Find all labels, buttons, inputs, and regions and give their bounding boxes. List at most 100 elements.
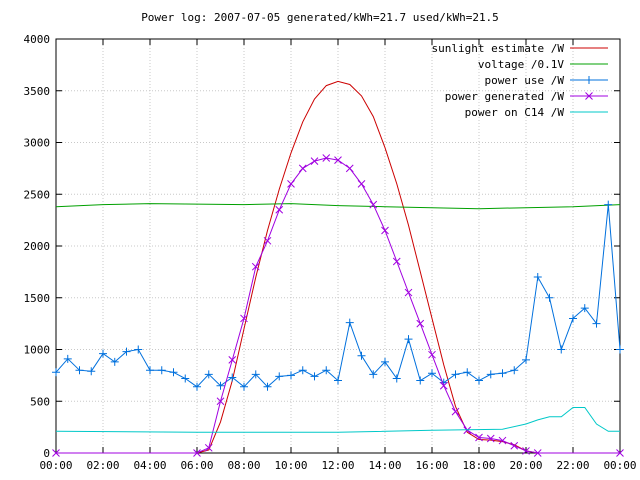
y-tick-label: 1500 bbox=[24, 292, 51, 305]
data-point-power-use-w bbox=[416, 376, 425, 385]
data-point-power-generated-w bbox=[522, 447, 530, 455]
data-point-power-generated-w bbox=[439, 381, 448, 390]
chart-title: Power log: 2007-07-05 generated/kWh=21.7… bbox=[141, 11, 499, 24]
data-point-power-use-w bbox=[110, 357, 119, 366]
data-point-power-use-w bbox=[251, 370, 260, 379]
data-point-power-generated-w bbox=[216, 397, 225, 406]
y-tick-label: 0 bbox=[43, 447, 50, 460]
data-point-power-generated-w bbox=[345, 164, 354, 173]
data-point-power-use-w bbox=[369, 370, 378, 379]
data-point-power-use-w bbox=[52, 368, 60, 377]
data-point-power-generated-w bbox=[322, 154, 331, 162]
data-point-power-use-w bbox=[146, 366, 154, 375]
data-point-power-use-w bbox=[522, 355, 530, 364]
data-point-power-use-w bbox=[404, 335, 413, 344]
x-tick-label: 22:00 bbox=[556, 459, 589, 472]
x-tick-label: 16:00 bbox=[415, 459, 448, 472]
data-point-power-use-w bbox=[157, 366, 166, 375]
data-point-power-use-w bbox=[592, 319, 601, 328]
x-tick-label: 10:00 bbox=[274, 459, 307, 472]
series-line-voltage-0-1v bbox=[55, 203, 621, 210]
data-point-power-use-w bbox=[428, 369, 436, 378]
data-point-power-generated-w bbox=[334, 156, 342, 164]
data-point-power-use-w bbox=[204, 370, 213, 379]
data-point-power-use-w bbox=[545, 293, 554, 302]
x-tick-label: 00:00 bbox=[39, 459, 72, 472]
data-point-power-generated-w bbox=[369, 200, 378, 209]
data-point-power-generated-w bbox=[193, 449, 201, 457]
y-tick-label: 500 bbox=[30, 395, 50, 408]
data-point-power-use-w bbox=[134, 345, 143, 354]
data-point-power-use-w bbox=[357, 351, 366, 360]
data-point-power-use-w bbox=[75, 366, 84, 375]
data-point-power-generated-w bbox=[486, 434, 495, 443]
data-point-power-use-w bbox=[322, 366, 331, 375]
data-point-power-use-w bbox=[228, 373, 237, 382]
x-tick-label: 12:00 bbox=[321, 459, 354, 472]
x-tick-label: 18:00 bbox=[462, 459, 495, 472]
data-point-power-use-w bbox=[498, 369, 507, 378]
data-point-power-use-w bbox=[569, 314, 577, 323]
data-point-power-generated-w bbox=[451, 407, 460, 416]
data-point-power-generated-w bbox=[357, 180, 366, 188]
data-point-power-generated-w bbox=[428, 350, 436, 359]
x-tick-label: 00:00 bbox=[603, 459, 636, 472]
data-point-power-use-w bbox=[169, 368, 178, 377]
data-point-power-generated-w bbox=[533, 449, 542, 457]
data-point-power-generated-w bbox=[616, 449, 624, 457]
data-point-power-use-w bbox=[240, 382, 248, 391]
legend-label-power-use-w: power use /W bbox=[485, 74, 565, 87]
data-point-power-use-w bbox=[510, 366, 519, 375]
y-tick-label: 3000 bbox=[24, 137, 51, 150]
data-point-power-generated-w bbox=[263, 236, 272, 245]
data-point-power-use-w bbox=[475, 376, 483, 385]
data-point-power-use-w bbox=[87, 367, 96, 376]
data-point-power-use-w bbox=[298, 366, 307, 375]
x-tick-label: 02:00 bbox=[86, 459, 119, 472]
data-point-power-use-w bbox=[216, 381, 225, 390]
data-point-power-use-w bbox=[463, 368, 472, 377]
data-point-power-use-w bbox=[533, 273, 542, 282]
legend-label-power-on-c14-w: power on C14 /W bbox=[465, 106, 565, 119]
data-point-power-use-w bbox=[193, 382, 201, 391]
data-point-power-use-w bbox=[616, 345, 624, 354]
data-point-power-use-w bbox=[580, 304, 589, 313]
legend-label-sunlight-estimate-w: sunlight estimate /W bbox=[432, 42, 565, 55]
x-tick-label: 06:00 bbox=[180, 459, 213, 472]
legend-label-voltage-0-1v: voltage /0.1V bbox=[478, 58, 564, 71]
data-point-power-use-w bbox=[604, 200, 613, 209]
legend-marker-power-use-w bbox=[585, 76, 593, 84]
data-point-power-use-w bbox=[287, 371, 295, 380]
data-point-power-generated-w bbox=[510, 441, 519, 450]
data-point-power-use-w bbox=[451, 370, 460, 379]
data-point-power-use-w bbox=[99, 349, 107, 358]
data-point-power-generated-w bbox=[287, 180, 295, 188]
legend-marker-power-generated-w bbox=[585, 92, 593, 100]
data-point-power-use-w bbox=[486, 370, 495, 379]
data-point-power-generated-w bbox=[275, 205, 284, 214]
plot-frame bbox=[55, 38, 621, 454]
data-point-power-use-w bbox=[263, 382, 272, 391]
data-point-power-generated-w bbox=[251, 262, 260, 271]
series-line-power-generated-w bbox=[56, 157, 620, 454]
y-tick-label: 2500 bbox=[24, 188, 51, 201]
legend-label-power-generated-w: power generated /W bbox=[445, 90, 565, 103]
data-point-power-use-w bbox=[275, 372, 284, 381]
data-point-power-use-w bbox=[63, 354, 72, 363]
x-tick-label: 04:00 bbox=[133, 459, 166, 472]
x-tick-label: 08:00 bbox=[227, 459, 260, 472]
y-tick-label: 2000 bbox=[24, 240, 51, 253]
data-point-power-generated-w bbox=[475, 433, 483, 442]
series-line-power-on-c14-w bbox=[55, 407, 620, 433]
data-point-power-use-w bbox=[381, 357, 389, 366]
data-point-power-generated-w bbox=[392, 257, 401, 266]
data-point-power-generated-w bbox=[240, 314, 248, 323]
data-point-power-use-w bbox=[181, 374, 190, 383]
data-point-power-generated-w bbox=[463, 426, 472, 435]
data-point-power-use-w bbox=[557, 345, 566, 354]
data-point-power-generated-w bbox=[204, 443, 213, 452]
data-point-power-use-w bbox=[334, 376, 342, 385]
x-tick-label: 14:00 bbox=[368, 459, 401, 472]
